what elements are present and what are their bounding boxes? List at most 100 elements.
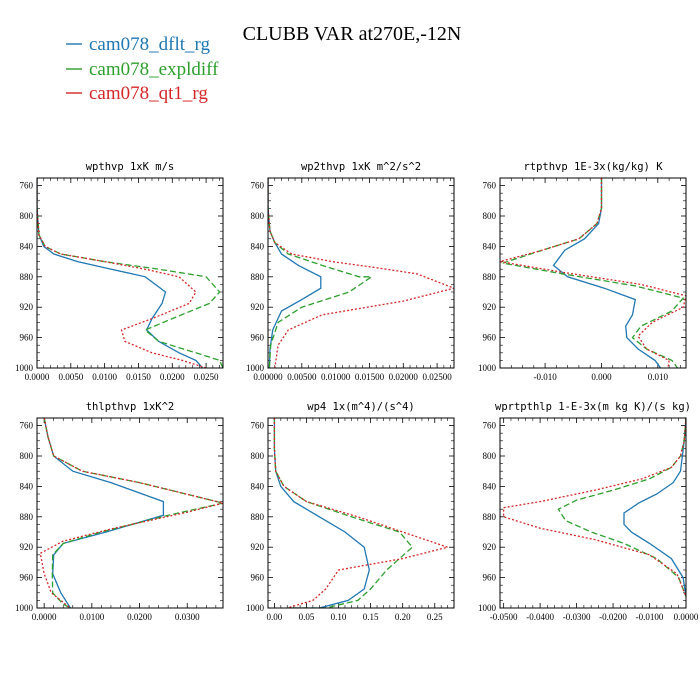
x-tick-label: -0.0400 (526, 612, 554, 622)
y-tick-label: 1000 (246, 603, 265, 613)
x-tick-label: 0.0200 (160, 372, 185, 382)
x-tick-label: -0.0200 (599, 612, 627, 622)
x-tick-label: 0.0250 (194, 372, 219, 382)
x-tick-label: 0.15 (363, 612, 379, 622)
panel-title: wpthvp 1xK m/s (86, 161, 175, 173)
series-line-1 (43, 418, 165, 608)
y-tick-label: 880 (20, 512, 34, 522)
plot-frame (499, 417, 687, 609)
x-tick-label: 0.0000 (32, 612, 57, 622)
legend-item: cam078_expldiff (66, 59, 219, 80)
panel-title: wp2thvp 1xK m^2/s^2 (301, 161, 421, 173)
panel-title: wprtpthlp 1-E-3x(m kg K)/(s kg) (495, 401, 691, 413)
y-tick-label: 960 (20, 573, 34, 583)
x-tick-label: -0.010 (533, 372, 557, 382)
series-line-1 (268, 178, 322, 368)
x-tick-label: -0.0500 (490, 612, 518, 622)
y-tick-label: 880 (483, 512, 497, 522)
x-tick-label: -0.0100 (636, 612, 664, 622)
y-tick-label: 760 (20, 421, 34, 431)
x-tick-label: 0.20 (395, 612, 411, 622)
x-tick-label: 0.0200 (127, 612, 152, 622)
y-tick-label: 840 (20, 241, 34, 251)
y-tick-label: 800 (20, 211, 34, 221)
chart-panel: thlpthvp 1xK^2 760 800 840 880 920 960 10000.00… (15, 401, 224, 622)
x-tick-label: 0.02000 (389, 372, 419, 382)
y-tick-label: 760 (483, 421, 497, 431)
x-tick-label: 0.010 (648, 372, 669, 382)
y-tick-label: 1000 (246, 363, 265, 373)
x-tick-label: 0.00500 (287, 372, 317, 382)
legend-item: cam078_qt1_rg (66, 83, 208, 104)
y-tick-label: 1000 (478, 603, 497, 613)
legend-label: cam078_qt1_rg (89, 83, 208, 104)
y-tick-label: 840 (20, 481, 34, 491)
plot-frame (267, 417, 455, 609)
series-line-1 (623, 418, 686, 597)
x-tick-label: 0.05 (299, 612, 315, 622)
y-tick-label: 800 (251, 211, 265, 221)
y-tick-label: 1000 (15, 363, 34, 373)
chart-panel: wprtpthlp 1-E-3x(m kg K)/(s kg) 760 800 840… (478, 401, 699, 622)
series-line-2 (273, 418, 414, 608)
y-tick-label: 880 (251, 272, 265, 282)
legend-item: cam078_dflt_rg (66, 34, 211, 55)
x-tick-label: 0.0100 (79, 612, 104, 622)
x-tick-label: 0.0150 (126, 372, 151, 382)
y-tick-label: 800 (483, 211, 497, 221)
y-tick-label: 880 (483, 272, 497, 282)
y-tick-label: 840 (483, 241, 497, 251)
chart-panel: wp4 1x(m^4)/(s^4)76080084088092096010000… (246, 401, 455, 622)
y-tick-label: 920 (20, 302, 34, 312)
x-tick-label: 0.0100 (92, 372, 117, 382)
y-tick-label: 760 (251, 421, 265, 431)
series-line-2 (502, 178, 685, 368)
y-tick-label: 960 (483, 573, 497, 583)
x-tick-label: 0.0000 (674, 612, 699, 622)
y-tick-label: 920 (251, 542, 265, 552)
y-tick-label: 800 (483, 451, 497, 461)
y-tick-label: 920 (483, 302, 497, 312)
y-tick-label: 760 (251, 181, 265, 191)
series-line-1 (273, 418, 370, 608)
y-tick-label: 800 (251, 451, 265, 461)
y-tick-label: 880 (20, 272, 34, 282)
y-tick-label: 800 (20, 451, 34, 461)
chart-panel: rtpthvp 1E-3x(kg/kg) K 760 800 840 880 920 960… (478, 161, 687, 382)
y-tick-label: 840 (483, 481, 497, 491)
panel-title: wp4 1x(m^4)/(s^4) (307, 401, 414, 413)
x-tick-label: 0.00 (267, 612, 283, 622)
series-line-1 (552, 178, 662, 368)
series-line-2 (557, 418, 686, 597)
series-line-3 (273, 418, 450, 608)
series-line-1 (37, 178, 204, 368)
y-tick-label: 1000 (478, 363, 497, 373)
chart-panel: wp2thvp 1xK m^2/s^2 760 800 840 880 920 960 100… (246, 161, 455, 382)
y-tick-label: 760 (483, 181, 497, 191)
series-line-2 (37, 178, 223, 368)
panel-title: rtpthvp 1E-3x(kg/kg) K (523, 161, 663, 173)
y-tick-label: 840 (251, 241, 265, 251)
y-tick-label: 760 (20, 181, 34, 191)
y-tick-label: 960 (251, 333, 265, 343)
legend-label: cam078_expldiff (89, 59, 219, 80)
panels: wpthvp 1xK m/s76080084088092096010000.00… (15, 161, 699, 622)
y-tick-label: 880 (251, 512, 265, 522)
y-tick-label: 960 (251, 573, 265, 583)
x-tick-label: 0.0000 (25, 372, 50, 382)
plot-frame (36, 417, 224, 609)
plot-frame (267, 177, 455, 369)
x-tick-label: 0.0300 (175, 612, 200, 622)
y-tick-label: 920 (20, 542, 34, 552)
x-tick-label: 0.0050 (58, 372, 83, 382)
series-line-3 (502, 418, 686, 597)
x-tick-label: 0.01000 (321, 372, 351, 382)
chart-panel: wpthvp 1xK m/s76080084088092096010000.00… (15, 161, 224, 382)
x-tick-label: 0.10 (331, 612, 347, 622)
legend-label: cam078_dflt_rg (89, 34, 211, 55)
x-tick-label: 0.01500 (355, 372, 385, 382)
series-line-3 (39, 418, 223, 608)
y-tick-label: 1000 (15, 603, 34, 613)
x-tick-label: -0.0300 (563, 612, 591, 622)
